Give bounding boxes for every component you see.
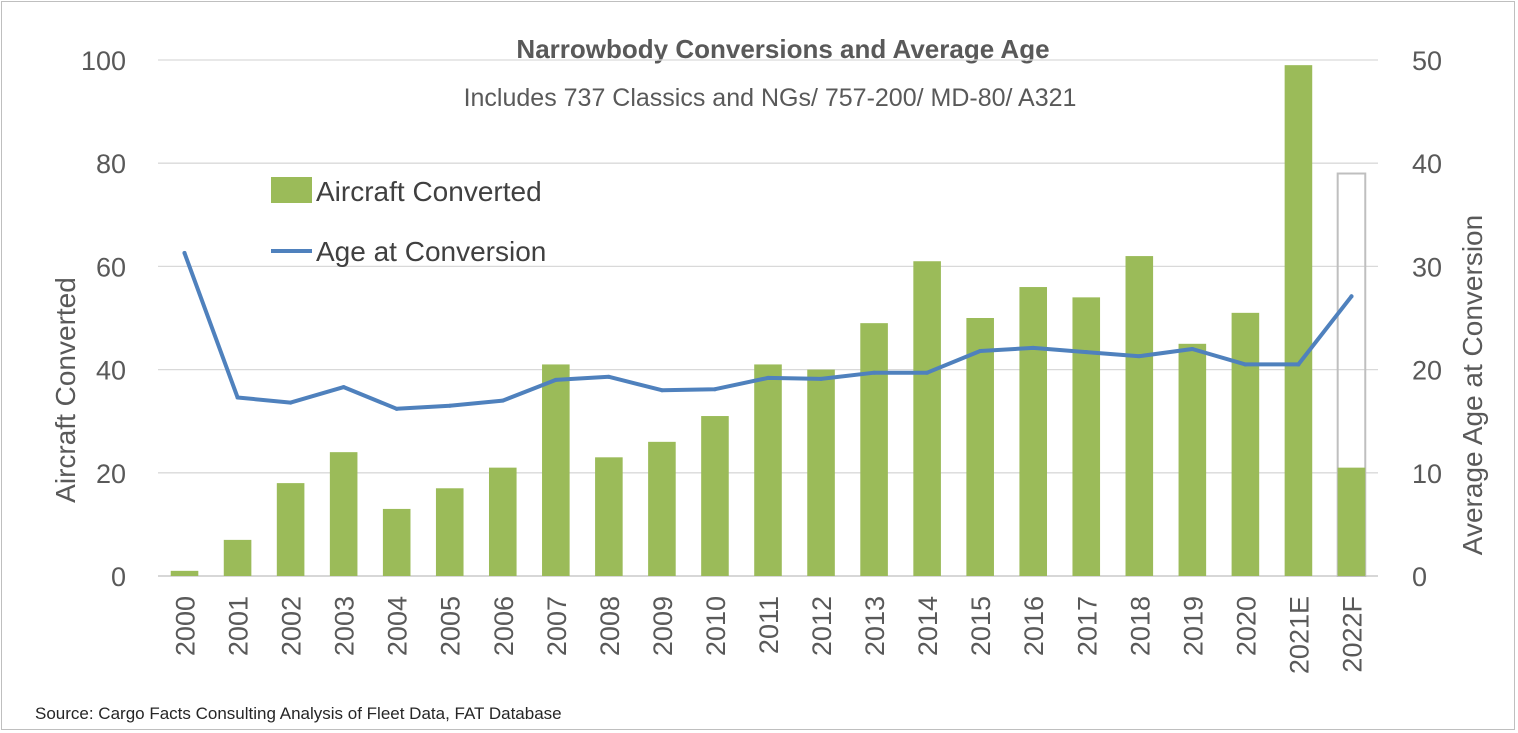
x-tick-label: 2021E [1284,596,1314,674]
bar [648,441,676,576]
y-tick-label: 100 [81,46,126,76]
line-point [288,400,293,405]
y2-tick-label: 20 [1412,356,1442,386]
bar [542,364,570,576]
source-note: Source: Cargo Facts Consulting Analysis … [35,704,562,723]
bar [170,570,199,576]
legend-label-bar: Aircraft Converted [316,176,542,207]
bar [488,467,517,576]
line-point [1084,350,1089,355]
chart-title: Narrowbody Conversions and Average Age [516,34,1049,64]
line-point [1349,294,1354,299]
legend: Aircraft Converted Age at Conversion [271,176,546,267]
x-axis-ticks: 2000 2001 2002 2003 2004 2005 2006 2007 2008 2009… [171,596,1368,674]
line-series [182,250,1354,411]
line-point [766,375,770,380]
line-point [659,388,664,393]
x-tick-label: 2015 [966,596,996,656]
line-point [1031,345,1036,350]
bar [223,539,252,576]
line-point [235,395,240,400]
y2-tick-label: 50 [1412,46,1442,76]
x-tick-label: 2012 [807,596,837,656]
line-point [1190,346,1195,351]
bar [1178,343,1207,576]
legend-swatch-bar [271,177,312,203]
line-point [1243,362,1248,367]
y2-tick-label: 30 [1412,252,1442,282]
bar [754,364,782,576]
bar [860,323,888,576]
bar [701,416,729,576]
y2-axis-title: Average Age at Conversion [1457,215,1488,555]
bar [329,452,358,576]
bar [1231,312,1260,576]
line-point [500,398,505,403]
line-point [341,385,346,390]
x-tick-label: 2010 [701,596,731,656]
line-point [606,374,611,379]
x-tick-label: 2009 [648,596,678,656]
x-tick-label: 2014 [913,596,943,656]
x-tick-label: 2003 [330,596,360,656]
x-tick-label: 2004 [383,596,413,656]
y-tick-label: 40 [96,356,126,386]
x-tick-label: 2007 [542,596,572,656]
line-point [553,377,558,382]
line-point [447,403,452,408]
bar [1125,256,1154,576]
y2-tick-label: 10 [1412,459,1442,489]
line-point [978,349,983,354]
line-point [1296,362,1301,367]
x-tick-label: 2000 [171,596,201,656]
y2-tick-label: 40 [1412,149,1442,179]
x-tick-label: 2011 [754,596,784,654]
x-tick-label: 2022F [1337,596,1367,673]
chart-subtitle: Includes 737 Classics and NGs/ 757-200/ … [464,84,1077,112]
y-tick-label: 60 [96,252,126,282]
line-point [872,370,877,375]
y-tick-label: 80 [96,149,126,179]
bar [1337,467,1366,576]
x-tick-label: 2008 [595,596,625,656]
x-tick-label: 2001 [224,596,254,656]
bar [1019,287,1048,576]
line-point [712,387,717,392]
bar [807,369,835,576]
x-tick-label: 2019 [1178,596,1208,656]
line-point [1137,354,1142,359]
bar-series [170,65,1367,578]
x-tick-label: 2006 [489,596,519,656]
bar [913,261,941,576]
bar [276,483,305,576]
bar [966,318,994,576]
y-tick-label: 0 [111,562,126,592]
y2-tick-label: 0 [1412,562,1427,592]
x-tick-label: 2005 [436,596,466,656]
bar [435,488,464,576]
y-axis-title: Aircraft Converted [50,277,81,503]
x-tick-label: 2017 [1072,596,1102,656]
legend-label-line: Age at Conversion [316,236,546,267]
x-tick-label: 2013 [860,596,890,656]
right-axis-ticks: 0 10 20 30 40 50 [1412,46,1442,592]
x-tick-label: 2018 [1125,596,1155,656]
left-axis-ticks: 0 20 40 60 80 100 [81,46,126,592]
x-tick-label: 2020 [1231,596,1261,656]
x-tick-label: 2016 [1019,596,1049,656]
bar [1284,65,1313,576]
line-point [394,406,399,411]
bar [595,457,623,576]
x-tick-label: 2002 [277,596,307,656]
bar [382,508,411,576]
bar [1072,297,1101,576]
y-tick-label: 20 [96,459,126,489]
line-point [182,250,187,255]
line-point [925,370,930,375]
line-point [819,376,824,381]
